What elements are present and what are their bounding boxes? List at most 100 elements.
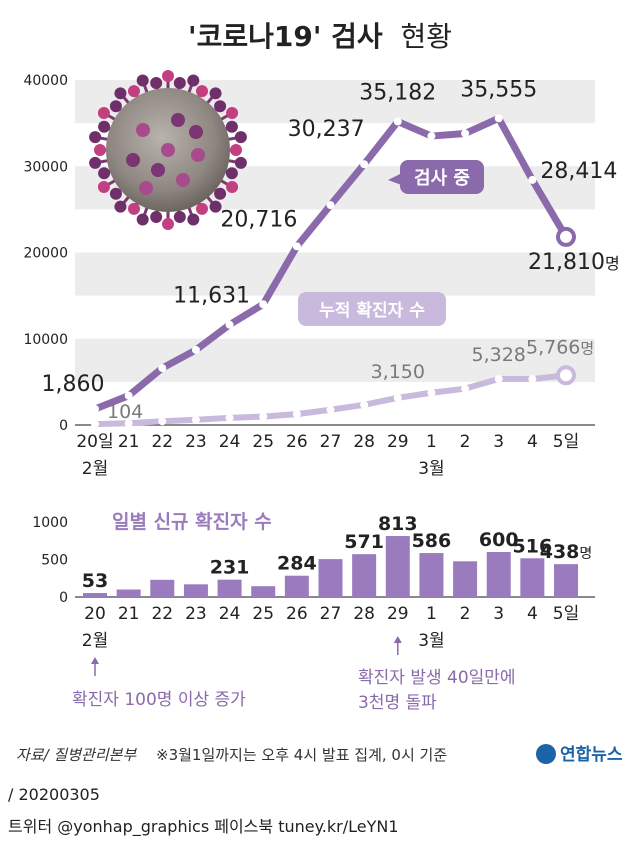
- bar-month-label: 3월: [418, 631, 444, 651]
- title-quoted: '코로나19' 검사: [188, 20, 383, 53]
- inspecting-point: [326, 201, 335, 210]
- source-text: 자료/ 질병관리본부: [16, 746, 137, 764]
- confirmed-point: [191, 415, 200, 424]
- bar-x-tick-label: 26: [286, 604, 308, 624]
- inspecting-tag-pointer: [388, 172, 404, 186]
- inspecting-point: [191, 345, 200, 354]
- x-tick-label: 22: [151, 432, 173, 452]
- x-tick-label: 21: [118, 432, 140, 452]
- bar-chart-title: 일별 신규 확진자 수: [112, 510, 272, 533]
- inspecting-tag-box: [400, 160, 484, 194]
- confirmed-point: [326, 405, 335, 414]
- inspecting-point: [494, 114, 503, 123]
- spike-tip: [162, 218, 174, 230]
- spike-tip: [225, 167, 238, 180]
- bar-y-tick-label: 1000: [32, 515, 68, 531]
- confirmed-point: [91, 420, 99, 429]
- confirmed-point: [124, 419, 133, 428]
- spike-tip: [230, 144, 242, 156]
- unit-suffix: 명: [605, 254, 620, 273]
- bar-value-label: 231: [210, 557, 250, 579]
- bar: [150, 579, 175, 597]
- inspecting-point: [528, 175, 537, 184]
- bar-value-label: 284: [277, 553, 317, 575]
- bar-value-label: 813: [378, 513, 418, 535]
- inspecting-point: [360, 160, 369, 169]
- x-tick-label: 20일: [76, 432, 113, 452]
- surface-protein: [189, 125, 203, 139]
- bar: [217, 579, 242, 597]
- x-tick-label: 1: [426, 432, 437, 452]
- confirmed-point: [494, 375, 503, 384]
- bar: [183, 584, 208, 597]
- bar: [318, 559, 343, 597]
- confirmed-point: [360, 400, 369, 409]
- inspecting-value-label: 11,631: [173, 284, 250, 309]
- spike-tip: [98, 120, 111, 133]
- x-tick-label: 25: [252, 432, 274, 452]
- bar: [419, 553, 444, 597]
- inspecting-point: [259, 300, 268, 309]
- gridline-band: [75, 338, 595, 382]
- y-tick-label: 0: [59, 418, 68, 434]
- spike-tip: [150, 77, 163, 90]
- spike-tip: [162, 70, 174, 82]
- bar: [486, 552, 511, 597]
- spike-tip: [209, 200, 222, 213]
- unit-suffix: 명: [580, 339, 594, 357]
- x-tick-label: 5일: [553, 432, 579, 452]
- y-tick-label: 30000: [23, 159, 68, 175]
- annotation-arrowhead: [393, 636, 402, 643]
- spike-tip: [150, 210, 163, 223]
- annotation-text: 확진자 발생 40일만에: [358, 668, 516, 688]
- confirmed-point: [427, 388, 436, 397]
- y-tick-label: 40000: [23, 73, 68, 89]
- spike-tip: [136, 213, 149, 226]
- spike-tip: [234, 131, 247, 144]
- bar-y-tick-label: 500: [41, 553, 68, 569]
- spike-tip: [173, 77, 186, 90]
- spike-tip: [97, 107, 110, 119]
- spike-tip: [196, 85, 208, 98]
- bar-value-label: 516: [513, 535, 553, 557]
- bar: [284, 575, 309, 597]
- bar-x-tick-label: 27: [320, 604, 342, 624]
- bar: [520, 558, 545, 597]
- confirmed-value-label: 104: [107, 401, 143, 423]
- title-suffix: 현황: [400, 20, 452, 53]
- spike-tip: [89, 131, 102, 144]
- bar-value-label: 600: [479, 529, 519, 551]
- confirmed-value-label: 3,150: [371, 361, 425, 383]
- surface-protein: [126, 153, 140, 167]
- bar: [251, 586, 276, 597]
- spike-tip: [225, 120, 238, 133]
- surface-protein: [139, 181, 153, 195]
- x-tick-label: 24: [219, 432, 241, 452]
- spike-tip: [128, 85, 140, 98]
- confirmed-line: [92, 372, 569, 428]
- month-label: 3월: [418, 459, 444, 479]
- y-tick-label: 20000: [23, 246, 68, 262]
- confirmed-value-label: 5,328: [472, 344, 526, 366]
- inspecting-value-label: 20,716: [220, 207, 297, 232]
- inspecting-value-label: 35,555: [460, 77, 537, 102]
- surface-protein: [176, 173, 190, 187]
- bar-x-tick-label: 1: [426, 604, 437, 624]
- surface-protein: [171, 113, 185, 127]
- spike-tip: [209, 87, 222, 100]
- footer-date: / 20200305: [8, 785, 100, 804]
- x-tick-label: 27: [320, 432, 342, 452]
- bar-value-label: 586: [412, 530, 452, 552]
- x-tick-label: 26: [286, 432, 308, 452]
- inspecting-point: [225, 320, 234, 329]
- spike-tip: [98, 167, 111, 180]
- confirmed-point: [292, 410, 301, 419]
- inspecting-legend: 검사 중: [414, 168, 470, 189]
- x-tick-label: 4: [527, 432, 538, 452]
- bar-x-tick-label: 5일: [553, 604, 579, 624]
- footer-social: 트위터 @yonhap_graphics 페이스북 tuney.kr/LeYN1: [8, 817, 399, 836]
- yonhap-logo-icon: [536, 744, 556, 764]
- spike-tip: [136, 74, 149, 87]
